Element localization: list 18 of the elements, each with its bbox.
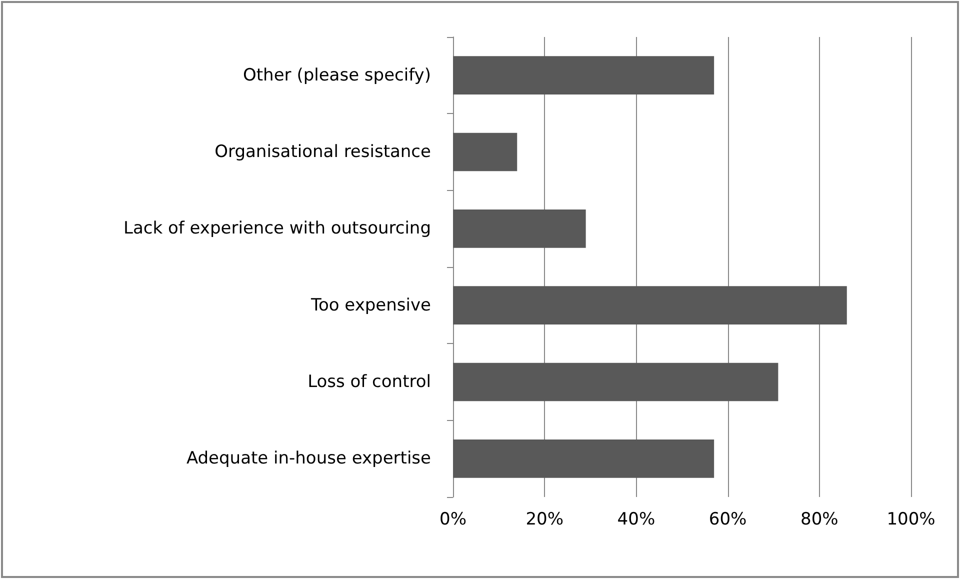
- bar: [453, 210, 586, 248]
- bar: [453, 440, 714, 478]
- x-tick-label: 60%: [708, 510, 747, 530]
- y-tick-label: Other (please specify): [243, 65, 431, 86]
- bar: [453, 56, 714, 94]
- x-tick-label: 40%: [617, 510, 656, 530]
- y-tick-label: Adequate in-house expertise: [186, 448, 431, 469]
- bar: [453, 362, 778, 402]
- bar: [453, 286, 847, 324]
- y-tick-label: Loss of control: [308, 372, 431, 392]
- bar: [453, 132, 518, 172]
- y-tick-label: Lack of experience with outsourcing: [124, 218, 431, 239]
- y-tick-label: Organisational resistance: [214, 142, 431, 162]
- x-tick-label: 80%: [800, 510, 838, 530]
- x-tick-label: 0%: [440, 510, 466, 530]
- x-tick-label: 20%: [526, 510, 564, 530]
- y-tick-label: Too expensive: [310, 295, 431, 316]
- x-tick-label: 100%: [886, 510, 936, 530]
